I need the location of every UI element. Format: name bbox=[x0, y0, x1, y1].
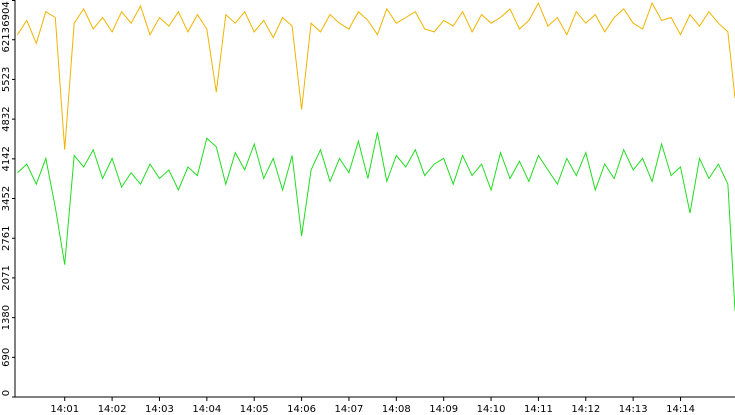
y-tick-label: 3452 bbox=[1, 186, 12, 211]
y-tick-label: 5523 bbox=[1, 67, 12, 92]
x-tick-label: 14:12 bbox=[571, 404, 600, 415]
x-tick-label: 14:06 bbox=[287, 404, 316, 415]
x-tick-label: 14:02 bbox=[98, 404, 127, 415]
y-tick-label: 6213 bbox=[1, 27, 12, 52]
y-tick-label: 2761 bbox=[1, 226, 12, 251]
x-tick-label: 14:03 bbox=[145, 404, 174, 415]
x-tick-label: 14:04 bbox=[192, 404, 221, 415]
x-tick-label: 14:14 bbox=[666, 404, 695, 415]
y-tick-label: 4142 bbox=[1, 146, 12, 171]
y-tick-label: 0 bbox=[1, 390, 12, 396]
y-tick-label: 690 bbox=[1, 348, 12, 367]
series-line bbox=[17, 132, 735, 311]
x-tick-label: 14:01 bbox=[50, 404, 79, 415]
x-tick-label: 14:09 bbox=[429, 404, 458, 415]
x-tick-label: 14:11 bbox=[524, 404, 553, 415]
x-tick-label: 14:10 bbox=[477, 404, 506, 415]
y-tick-label: 6904 bbox=[1, 1, 12, 26]
series-line bbox=[16, 1, 735, 150]
x-tick-label: 14:13 bbox=[619, 404, 648, 415]
x-tick-label: 14:08 bbox=[382, 404, 411, 415]
x-tick-label: 14:07 bbox=[335, 404, 364, 415]
y-tick-label: 2071 bbox=[1, 265, 12, 290]
x-tick-label: 14:05 bbox=[240, 404, 269, 415]
y-tick-label: 4832 bbox=[1, 106, 12, 131]
y-tick-label: 1380 bbox=[1, 305, 12, 330]
